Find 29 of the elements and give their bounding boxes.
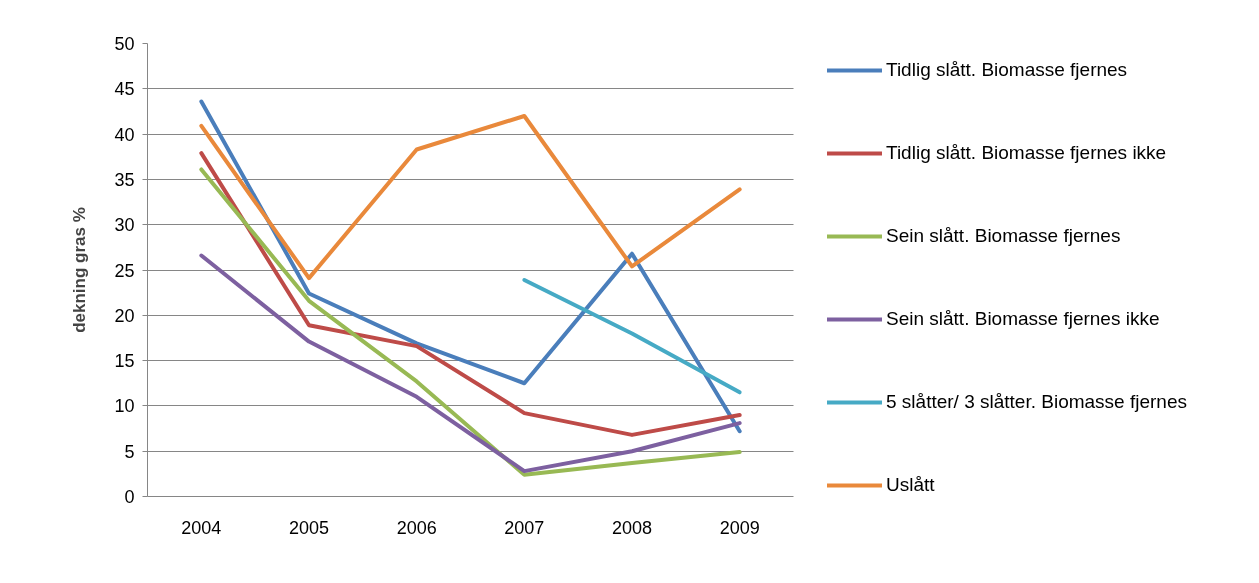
y-tick-label: 5 <box>124 441 135 462</box>
y-axis-title: dekning gras % <box>70 207 90 333</box>
y-tick-label: 0 <box>124 487 135 507</box>
legend-label: Tidlig slått. Biomasse fjernes ikke <box>886 142 1167 164</box>
legend-label: Uslått <box>886 474 935 496</box>
y-tick-label: 50 <box>114 34 135 54</box>
x-tick-label: 2008 <box>611 517 653 538</box>
legend-label: Tidlig slått. Biomasse fjernes <box>886 59 1128 81</box>
y-tick-label: 20 <box>114 305 135 326</box>
line-series <box>199 151 742 437</box>
y-tick-label: 25 <box>114 260 135 281</box>
line-series <box>199 167 742 477</box>
y-tick-label: 15 <box>114 351 135 372</box>
x-tick-label: 2004 <box>181 517 222 538</box>
legend-label: Sein slått. Biomasse fjernes <box>886 225 1121 247</box>
y-tick-label: 30 <box>114 215 135 236</box>
legend-label: 5 slåtter/ 3 slåtter. Biomasse fjernes <box>886 391 1187 413</box>
line-series <box>199 253 742 474</box>
x-tick-label: 2007 <box>504 517 545 538</box>
x-tick-label: 2009 <box>719 517 760 538</box>
y-tick-label: 40 <box>114 124 135 145</box>
y-tick-label: 45 <box>114 79 135 100</box>
legend-label: Sein slått. Biomasse fjernes ikke <box>886 308 1160 330</box>
y-tick-label: 35 <box>114 169 135 190</box>
x-tick-label: 2005 <box>288 517 330 538</box>
line-series <box>199 113 742 281</box>
line-series <box>199 99 742 434</box>
y-tick-label: 10 <box>114 396 135 417</box>
x-tick-label: 2006 <box>396 517 437 538</box>
